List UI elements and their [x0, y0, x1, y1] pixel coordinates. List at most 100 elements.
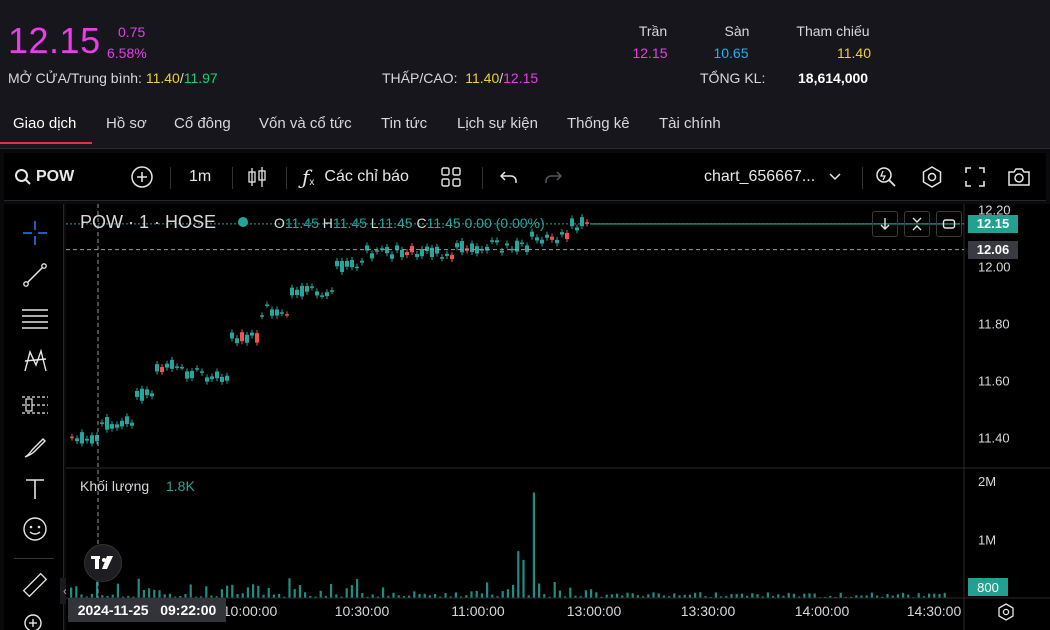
candle-body [335, 260, 339, 267]
fib-tool[interactable] [20, 304, 50, 334]
tab-lich-su-kien[interactable]: Lịch sự kiện [457, 115, 538, 132]
candle-body [270, 309, 274, 316]
candle-body [125, 416, 129, 425]
candle-body [115, 424, 119, 428]
volume-bar [678, 595, 681, 598]
volume-legend-label: Khối lượng [80, 478, 150, 494]
volume-bar [278, 593, 281, 598]
redo-button[interactable] [542, 153, 564, 201]
candle-body [330, 290, 334, 292]
crosshair-tool[interactable] [20, 218, 50, 248]
volume-bar [236, 594, 239, 598]
candle-body [425, 246, 429, 252]
candle-body [240, 332, 244, 342]
layout-select[interactable]: chart_656667... [704, 153, 841, 201]
low-value: 11.40 [465, 70, 500, 86]
volume-bar [746, 595, 749, 598]
close-label: C [416, 215, 427, 231]
volume-bar [574, 595, 577, 598]
candle-body [275, 309, 279, 316]
candle-body [345, 260, 349, 267]
zoom-in-tool[interactable] [20, 610, 50, 630]
volume-bar [766, 592, 769, 598]
collapse-icon [912, 217, 922, 231]
tab-co-dong[interactable]: Cổ đông [174, 115, 231, 132]
gear-icon [922, 166, 942, 188]
volume-bar [163, 594, 166, 598]
candle-body [195, 368, 199, 370]
text-tool[interactable] [20, 474, 50, 504]
volume-bar [907, 594, 910, 598]
chart-type-button[interactable] [246, 153, 268, 201]
candle-body [505, 243, 509, 246]
tab-von-va-co-tuc[interactable]: Vốn và cổ tức [259, 115, 352, 132]
price-tick-label: 11.60 [978, 374, 1010, 389]
candle-body [290, 287, 294, 296]
candle-body [110, 424, 114, 429]
trend-line-tool[interactable] [20, 260, 50, 290]
volume-bar [943, 592, 946, 598]
tab-thong-ke[interactable]: Thống kê [567, 115, 630, 132]
volume-bar [506, 589, 509, 598]
volume-bar [865, 595, 868, 598]
text-icon [26, 479, 44, 499]
symbol-legend: POW · 1 · HOSE [80, 212, 217, 232]
tab-giao-dich[interactable]: Giao dịch [13, 115, 77, 132]
volume-bar [116, 583, 119, 598]
low-high-slash: / [499, 70, 504, 86]
volume-bar [439, 596, 442, 598]
compare-symbol-button[interactable] [130, 153, 154, 201]
volume-bar [148, 588, 151, 598]
brush-tool[interactable] [20, 432, 50, 462]
volume-bar [491, 594, 494, 598]
maximize-pane-button[interactable] [936, 211, 962, 237]
candle-body [355, 266, 359, 269]
projection-tool[interactable] [20, 390, 50, 420]
symbol-search-button[interactable]: POW [14, 153, 74, 201]
collapse-pane-button[interactable] [904, 211, 930, 237]
candle-body [315, 291, 319, 296]
templates-button[interactable] [440, 153, 462, 201]
pattern-tool[interactable] [20, 346, 50, 376]
settings-button[interactable] [920, 153, 944, 201]
candle-body [75, 438, 79, 442]
collapse-toolbar-button[interactable]: ‹ [60, 578, 70, 604]
emoji-tool[interactable] [20, 514, 50, 544]
volume-bar [283, 596, 286, 598]
last-price-label: 12.15 [968, 214, 1018, 233]
trend-line-icon [23, 263, 47, 287]
volume-bar [850, 596, 853, 598]
search-icon [15, 169, 31, 185]
candle-body [410, 245, 414, 253]
tradingview-logo[interactable] [84, 544, 122, 582]
quick-search-button[interactable] [874, 153, 898, 201]
candle-body [310, 286, 314, 288]
axis-settings-button[interactable] [996, 602, 1016, 622]
undo-button[interactable] [498, 153, 520, 201]
tab-tin-tuc[interactable]: Tin tức [381, 115, 428, 132]
volume-bar [168, 593, 171, 598]
volume-bar [642, 596, 645, 598]
ohlc-low: 11.45 [378, 215, 413, 231]
crosshair-icon [23, 221, 47, 245]
tab-tai-chinh[interactable]: Tài chính [659, 115, 721, 132]
measure-tool[interactable] [20, 570, 50, 600]
candle-body [550, 236, 554, 240]
fullscreen-button[interactable] [964, 153, 986, 201]
snapshot-button[interactable] [1006, 153, 1032, 201]
scroll-to-latest-button[interactable] [872, 211, 898, 237]
candle-body [365, 245, 369, 251]
candle-body [70, 436, 74, 439]
volume-bar [252, 584, 255, 598]
ohlc-open: 11.45 [284, 215, 319, 231]
chart-plot-area: 12.20 12.00 11.80 11.60 11.40 2M 1M 10:00:00 10:… [66, 203, 1050, 630]
interval-button[interactable]: 1m [189, 168, 212, 185]
volume-bar [309, 595, 312, 598]
price-chart[interactable]: 12.20 12.00 11.80 11.60 11.40 2M 1M 10:00:00 10:… [66, 203, 1050, 630]
ohlc-change: 0.00 (0.00%) [464, 215, 545, 231]
candle-body [340, 260, 344, 273]
floor-label: Sàn [724, 23, 750, 39]
time-tick-label: 14:00:00 [795, 603, 850, 619]
tab-ho-so[interactable]: Hồ sơ [106, 115, 147, 132]
